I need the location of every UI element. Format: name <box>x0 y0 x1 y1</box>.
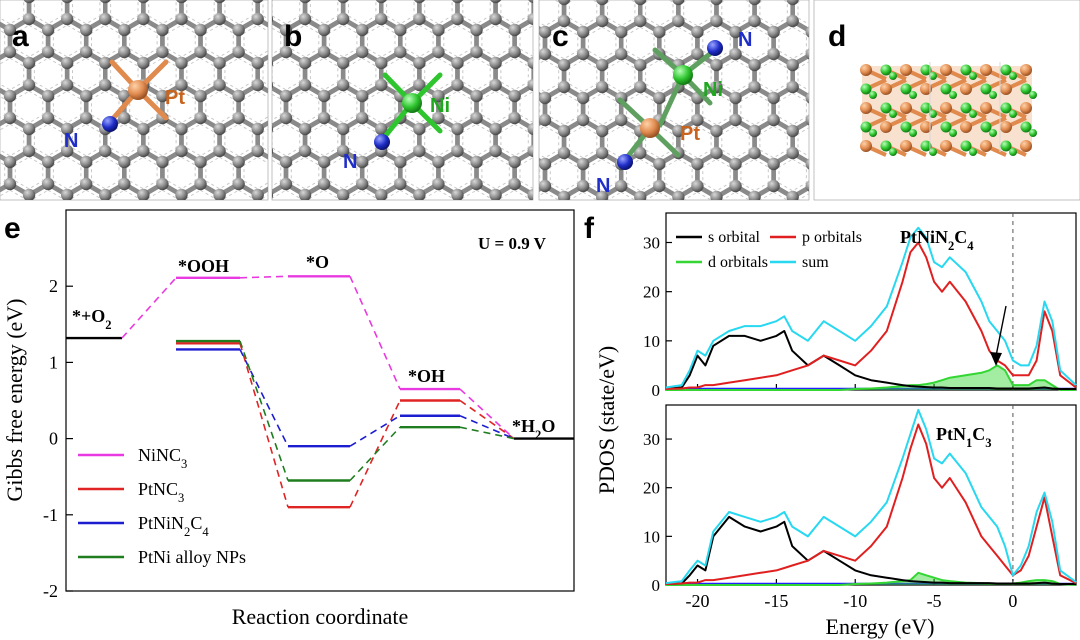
atom-label-n: N <box>343 151 357 173</box>
gibbs-y-tick-label: -1 <box>43 505 58 525</box>
pdos-x-axis-label: Energy (eV) <box>826 614 935 639</box>
legend-label: PtNi alloy NPs <box>138 547 246 567</box>
panel-e-gibbs-chart: e -2 -1 0 1 2 Gibbs free energy (eV) Reactio… <box>2 209 575 629</box>
gibbs-step-label: *O <box>306 252 329 272</box>
gibbs-connector <box>239 343 289 508</box>
pdos-y-tick-label: 0 <box>652 381 661 400</box>
gibbs-connector <box>459 426 515 440</box>
pdos-series-p-orbitals <box>665 241 1077 390</box>
gibbs-step-label: *OH <box>408 366 445 386</box>
n-atom <box>102 116 118 132</box>
pdos-x-tick-label: -20 <box>686 591 710 611</box>
gibbs-step-label: *+O2 <box>72 306 112 332</box>
pdos-bottom-title: PtN1C3 <box>936 424 992 450</box>
legend-label: PtNC3 <box>138 479 184 505</box>
pdos-y-axis-label: PDOS (state/eV) <box>594 346 619 494</box>
pdos-legend-label: d orbitals <box>708 254 768 271</box>
gibbs-connector <box>459 415 515 440</box>
atom-label-n-bottom: N <box>596 175 610 197</box>
arrow-line <box>995 305 1007 357</box>
pdos-y-tick-label: 20 <box>643 479 660 498</box>
pdos-series-s-orbital <box>665 330 1076 390</box>
pdos-y-tick-label: 10 <box>643 527 660 546</box>
ni-atom <box>402 93 422 113</box>
gibbs-connector <box>349 275 401 390</box>
lattice-atoms <box>272 0 533 200</box>
atom-label-pt: Pt <box>680 123 700 145</box>
panel-a-structure: a Pt N <box>0 0 269 201</box>
legend-label: PtNiN2C4 <box>138 513 209 539</box>
pdos-x-tick-label: -5 <box>927 591 942 611</box>
pdos-x-tick-label: 0 <box>1008 591 1017 611</box>
gibbs-y-tick-label: 0 <box>49 429 58 449</box>
pdos-series-p-orbitals <box>665 423 1077 585</box>
pdos-series-sum <box>665 226 1077 389</box>
atom-label-pt: Pt <box>165 87 185 109</box>
gibbs-plot-frame <box>65 209 575 592</box>
pt-atom <box>128 80 148 100</box>
gibbs-connector <box>239 349 289 447</box>
pdos-series-sum <box>665 408 1077 585</box>
gibbs-step-label: *OOH <box>178 256 229 276</box>
atom-label-n: N <box>64 130 78 152</box>
gibbs-title: U = 0.9 V <box>478 234 547 253</box>
atom-label-n-top: N <box>738 29 752 51</box>
lattice-atoms <box>539 0 809 200</box>
panel-b-structure: b Ni N <box>271 0 534 201</box>
n-atom-bottom <box>617 154 633 170</box>
panel-letter-f: f <box>584 212 595 245</box>
pdos-y-tick-label: 20 <box>643 283 660 302</box>
gibbs-series-PtNC3 <box>176 342 515 509</box>
panel-letter-d: d <box>828 20 846 53</box>
pdos-legend-label: p orbitals <box>802 229 862 246</box>
panel-c-structure: c N Ni Pt N <box>538 0 810 201</box>
panel-f-pdos-chart: f 0 10 20 30 0 10 20 30 -20 -15 -10 -5 0 s orbital p… <box>584 212 1077 639</box>
gibbs-y-tick-label: 1 <box>49 352 58 372</box>
gibbs-y-axis-label: Gibbs free energy (eV) <box>2 298 27 501</box>
pdos-legend-label: sum <box>802 254 829 271</box>
legend-label: NiNC3 <box>138 445 187 471</box>
gibbs-connector <box>349 400 401 508</box>
gibbs-series-PtNiN2C4 <box>176 348 515 448</box>
lattice-atoms <box>3 0 264 200</box>
panel-letter-b: b <box>284 20 302 53</box>
gibbs-step-label: *H2O <box>512 416 555 442</box>
panel-letter-a: a <box>12 20 29 53</box>
atom-label-ni: Ni <box>703 79 723 101</box>
gibbs-x-axis-label: Reaction coordinate <box>232 604 409 629</box>
pdos-x-tick-label: -15 <box>764 591 788 611</box>
pdos-y-tick-label: 10 <box>643 332 660 351</box>
panel-letter-e: e <box>4 212 21 245</box>
gibbs-series-PtNi-alloy-NPs <box>176 339 515 482</box>
gibbs-connector <box>239 275 289 279</box>
pdos-y-tick-label: 0 <box>652 576 661 595</box>
pdos-x-tick-label: -10 <box>843 591 867 611</box>
panel-d-crystal: d <box>813 0 1080 201</box>
pdos-top-frame <box>665 212 1077 391</box>
arrow-head <box>990 352 1002 366</box>
n-atom <box>374 134 390 150</box>
pdos-legend-label: s orbital <box>708 229 761 246</box>
pdos-y-tick-label: 30 <box>643 234 660 253</box>
ni-atom <box>673 65 693 85</box>
pdos-series-s-orbital <box>665 515 1076 585</box>
pdos-y-tick-label: 30 <box>643 430 660 449</box>
crystal-atoms <box>860 64 1037 156</box>
pt-atom <box>640 118 660 138</box>
pdos-bottom-frame <box>665 404 1077 586</box>
n-atom-top <box>707 40 723 56</box>
gibbs-connector <box>239 340 289 481</box>
gibbs-y-tick-label: 2 <box>49 276 58 296</box>
pdos-top-title: PtNiN2C4 <box>900 227 974 253</box>
gibbs-y-tick-label: -2 <box>43 581 58 601</box>
gibbs-connector <box>121 277 177 339</box>
gibbs-series-NiNC3 <box>66 275 574 440</box>
gibbs-connector <box>459 388 515 440</box>
pdos-d-area <box>666 365 1076 390</box>
panel-letter-c: c <box>552 20 569 53</box>
gibbs-connector <box>349 426 401 482</box>
atom-label-ni: Ni <box>430 95 450 117</box>
gibbs-connector <box>349 415 401 447</box>
